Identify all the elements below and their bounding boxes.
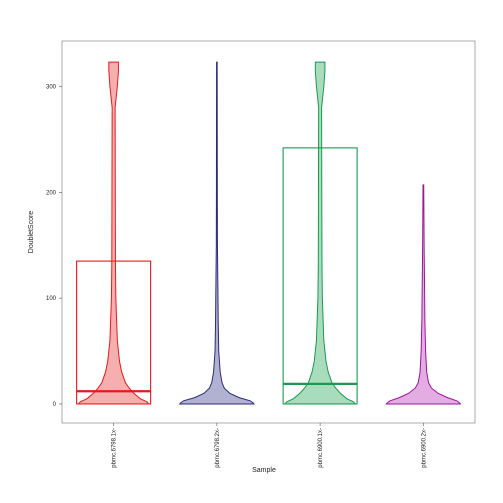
x-axis-title: Sample — [252, 467, 276, 474]
violin-pbmc.6900.2x — [385, 184, 462, 405]
y-axis-title: DoubletScore — [28, 211, 35, 254]
box-pbmc.6798.1x — [76, 260, 152, 405]
violins — [77, 61, 462, 405]
axes: pbmc.6798.1x-pbmc.6798.2x-pbmc.6900.1x-p… — [46, 85, 427, 468]
y-tick-label: 0 — [53, 402, 57, 408]
y-tick-label: 300 — [46, 85, 57, 91]
x-tick-label: pbmc.6900.1x- — [318, 428, 324, 468]
violin-pbmc.6798.1x — [77, 61, 150, 405]
boxes — [76, 147, 358, 405]
x-tick-label: pbmc.6900.2x- — [421, 428, 427, 468]
box-pbmc.6900.1x — [282, 147, 358, 405]
x-tick-label: pbmc.6798.1x- — [112, 428, 118, 468]
x-tick-label: pbmc.6798.2x- — [215, 428, 221, 468]
violin-pbmc.6900.1x — [283, 61, 357, 405]
y-tick-label: 200 — [46, 190, 57, 196]
violin-pbmc.6798.2x — [178, 61, 255, 405]
y-tick-label: 100 — [46, 296, 57, 302]
plot-panel — [61, 40, 476, 424]
